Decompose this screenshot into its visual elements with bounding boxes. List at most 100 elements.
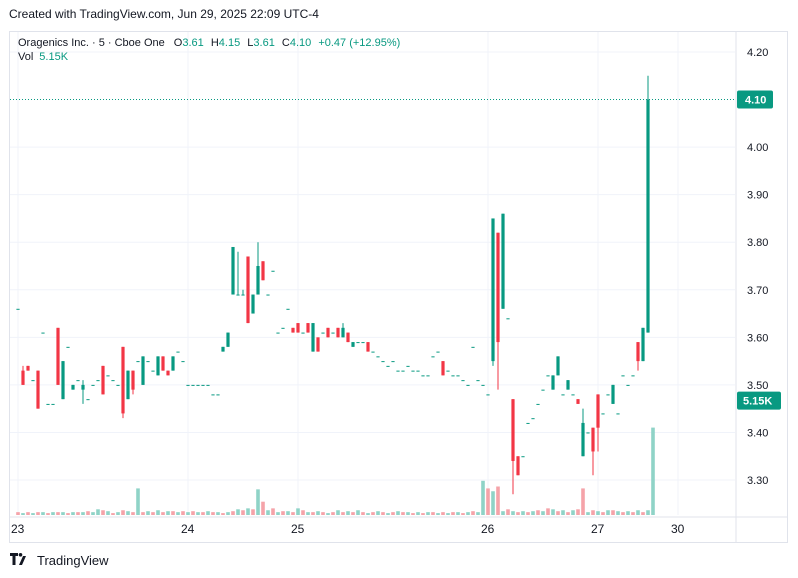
candle-body[interactable] xyxy=(86,399,90,401)
candle-body[interactable] xyxy=(46,403,50,405)
candle-body[interactable] xyxy=(271,270,275,272)
candle-body[interactable] xyxy=(521,456,525,458)
candle-body[interactable] xyxy=(56,327,60,385)
candle-body[interactable] xyxy=(281,327,285,329)
candle-body[interactable] xyxy=(111,380,115,382)
candle-body[interactable] xyxy=(266,294,270,296)
candle-body[interactable] xyxy=(541,389,545,391)
candle-body[interactable] xyxy=(221,346,225,352)
candle-body[interactable] xyxy=(326,327,330,338)
candle-body[interactable] xyxy=(346,332,350,343)
candle-body[interactable] xyxy=(431,356,435,358)
candle-body[interactable] xyxy=(186,384,190,386)
candle-body[interactable] xyxy=(516,456,520,476)
candle-body[interactable] xyxy=(301,332,305,334)
candle-body[interactable] xyxy=(531,418,535,420)
candle-body[interactable] xyxy=(76,380,80,382)
candle-body[interactable] xyxy=(31,380,35,382)
candle-body[interactable] xyxy=(391,361,395,363)
candle-body[interactable] xyxy=(486,394,490,396)
candle-body[interactable] xyxy=(141,356,145,385)
candle-body[interactable] xyxy=(146,361,150,363)
candle-body[interactable] xyxy=(581,422,585,457)
candle-body[interactable] xyxy=(631,375,635,377)
candle-body[interactable] xyxy=(621,375,625,377)
candle-body[interactable] xyxy=(151,370,155,372)
candle-body[interactable] xyxy=(416,370,420,372)
candle-body[interactable] xyxy=(626,384,630,386)
candle-body[interactable] xyxy=(526,422,530,424)
candle-body[interactable] xyxy=(231,246,235,295)
candle-body[interactable] xyxy=(246,256,250,324)
candle-body[interactable] xyxy=(16,308,20,310)
candle-body[interactable] xyxy=(321,332,325,334)
candle-body[interactable] xyxy=(496,232,500,343)
candle-body[interactable] xyxy=(451,375,455,377)
candle-body[interactable] xyxy=(461,380,465,382)
candle-body[interactable] xyxy=(226,332,230,347)
candle-body[interactable] xyxy=(641,327,645,362)
candle-body[interactable] xyxy=(126,370,130,400)
candle-body[interactable] xyxy=(466,384,470,386)
candle-body[interactable] xyxy=(381,361,385,363)
candle-body[interactable] xyxy=(256,266,260,295)
candle-body[interactable] xyxy=(116,384,120,386)
candle-body[interactable] xyxy=(546,375,550,377)
candle-body[interactable] xyxy=(306,323,310,333)
candle-body[interactable] xyxy=(506,318,510,320)
candle-body[interactable] xyxy=(556,356,560,376)
candle-body[interactable] xyxy=(401,370,405,372)
candle-body[interactable] xyxy=(606,394,610,396)
candle-body[interactable] xyxy=(351,342,355,347)
candle-body[interactable] xyxy=(61,361,65,400)
candle-body[interactable] xyxy=(411,370,415,372)
candle-body[interactable] xyxy=(331,332,335,334)
candle-body[interactable] xyxy=(341,327,345,338)
candle-body[interactable] xyxy=(601,413,605,415)
candle-body[interactable] xyxy=(91,384,95,386)
candle-body[interactable] xyxy=(136,361,140,363)
candle-body[interactable] xyxy=(161,356,165,371)
candle-body[interactable] xyxy=(201,384,205,386)
candle-body[interactable] xyxy=(436,351,440,353)
candle-body[interactable] xyxy=(131,370,135,390)
candle-body[interactable] xyxy=(96,380,100,382)
candle-body[interactable] xyxy=(386,365,390,367)
candle-body[interactable] xyxy=(511,399,515,461)
candle-body[interactable] xyxy=(261,261,265,281)
candle-body[interactable] xyxy=(566,380,570,390)
candle-body[interactable] xyxy=(366,342,370,352)
candle-body[interactable] xyxy=(166,370,170,376)
candle-body[interactable] xyxy=(81,384,85,390)
candle-body[interactable] xyxy=(591,427,595,452)
candle-body[interactable] xyxy=(66,346,70,348)
candle-body[interactable] xyxy=(616,413,620,415)
candle-body[interactable] xyxy=(481,384,485,386)
candle-body[interactable] xyxy=(191,384,195,386)
candle-body[interactable] xyxy=(36,370,40,409)
candle-body[interactable] xyxy=(121,346,125,414)
candle-body[interactable] xyxy=(316,337,320,352)
candle-body[interactable] xyxy=(106,375,110,377)
candle-body[interactable] xyxy=(181,361,185,363)
candle-body[interactable] xyxy=(291,327,295,333)
candle-body[interactable] xyxy=(41,332,45,334)
candle-body[interactable] xyxy=(476,380,480,382)
candle-body[interactable] xyxy=(636,342,640,362)
candle-body[interactable] xyxy=(536,403,540,405)
candle-body[interactable] xyxy=(471,346,475,348)
candle-body[interactable] xyxy=(101,365,105,395)
candle-body[interactable] xyxy=(26,365,30,371)
candle-body[interactable] xyxy=(356,342,360,344)
candle-body[interactable] xyxy=(551,375,555,390)
candle-body[interactable] xyxy=(426,375,430,377)
candle-body[interactable] xyxy=(51,403,55,405)
candle-body[interactable] xyxy=(236,294,240,296)
candle-body[interactable] xyxy=(206,384,210,386)
candle-body[interactable] xyxy=(561,394,565,396)
candle-body[interactable] xyxy=(586,432,590,434)
candle-body[interactable] xyxy=(371,351,375,353)
candle-body[interactable] xyxy=(296,323,300,333)
candle-body[interactable] xyxy=(441,361,445,376)
